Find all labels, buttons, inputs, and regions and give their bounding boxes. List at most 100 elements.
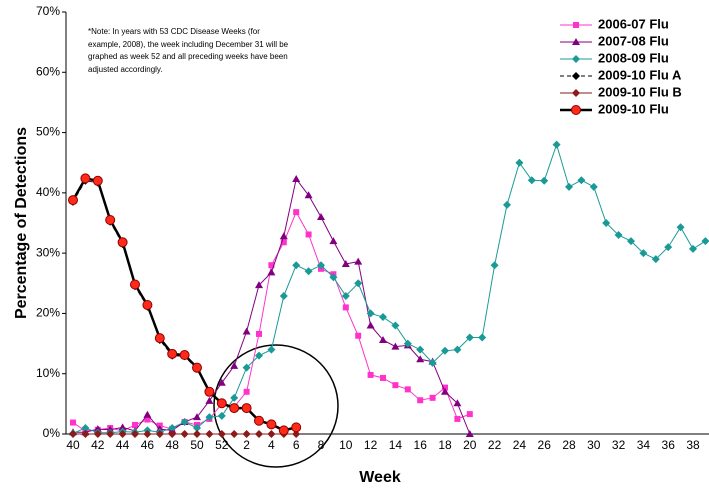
point	[131, 430, 139, 438]
point	[552, 140, 561, 149]
series-line	[72, 142, 706, 434]
point	[242, 363, 251, 372]
point	[454, 415, 461, 422]
x-tick-label: 6	[293, 438, 300, 452]
x-tick-label: 36	[662, 438, 676, 452]
point	[366, 321, 375, 329]
point	[179, 350, 190, 361]
point	[143, 430, 152, 438]
x-tick-label: 48	[166, 438, 180, 452]
x-tick-label: 46	[141, 438, 155, 452]
point	[205, 413, 214, 422]
point	[293, 209, 300, 216]
legend-label: 2009-10 Flu	[598, 101, 669, 116]
point	[577, 176, 586, 185]
point	[329, 273, 338, 282]
point	[380, 374, 386, 381]
point	[132, 421, 138, 428]
x-tick-label: 44	[116, 438, 130, 452]
point	[118, 430, 127, 438]
point	[193, 413, 201, 421]
point	[602, 219, 611, 227]
y-tick-label: 50%	[36, 125, 60, 139]
point	[689, 244, 697, 253]
point	[144, 416, 151, 423]
point	[565, 182, 573, 191]
x-tick-label: 32	[612, 438, 626, 452]
y-tick-label: 70%	[36, 4, 60, 18]
point	[429, 394, 436, 401]
point	[379, 313, 387, 322]
highlight-circle	[213, 344, 339, 468]
point	[255, 351, 263, 360]
point	[168, 430, 177, 438]
legend-marker	[572, 89, 580, 97]
point	[465, 333, 474, 342]
point	[81, 430, 90, 438]
point	[304, 267, 313, 276]
point	[417, 397, 424, 404]
point	[154, 333, 165, 344]
y-tick-label: 10%	[36, 366, 60, 380]
point	[256, 330, 262, 337]
point	[354, 257, 363, 265]
point	[515, 158, 524, 167]
point	[442, 384, 448, 391]
point	[367, 371, 374, 378]
legend-marker	[573, 22, 579, 28]
point	[341, 259, 350, 267]
point	[280, 239, 287, 246]
point	[279, 291, 288, 300]
point	[465, 430, 474, 437]
legend-marker	[572, 55, 580, 63]
point	[243, 388, 250, 395]
point	[291, 422, 302, 433]
legend-label: 2008-09 Flu	[598, 50, 669, 65]
point	[267, 430, 276, 438]
y-tick-label: 0%	[43, 426, 61, 440]
point	[391, 321, 400, 330]
series-line	[73, 177, 471, 435]
point	[676, 223, 685, 232]
point	[230, 430, 239, 438]
point	[216, 398, 227, 409]
point	[341, 291, 350, 300]
point	[391, 342, 400, 350]
point	[167, 348, 178, 359]
x-tick-label: 24	[513, 438, 527, 452]
point	[403, 339, 412, 348]
point	[68, 195, 78, 206]
x-tick-label: 22	[488, 438, 502, 452]
point	[217, 430, 226, 438]
point	[466, 411, 473, 418]
point	[242, 327, 251, 335]
x-tick-label: 8	[318, 438, 325, 452]
point	[117, 237, 128, 248]
point	[355, 332, 362, 339]
point	[93, 430, 102, 438]
x-tick-label: 4	[268, 438, 275, 452]
legend-label: 2007-08 Flu	[598, 33, 669, 48]
point	[155, 430, 164, 438]
point	[217, 378, 226, 386]
point	[428, 358, 437, 367]
point	[278, 425, 289, 436]
x-tick-label: 26	[538, 438, 552, 452]
x-tick-label: 2	[243, 438, 250, 452]
x-tick-label: 34	[637, 438, 651, 452]
point	[503, 200, 511, 209]
x-tick-label: 10	[339, 438, 353, 452]
point	[143, 410, 152, 418]
point	[540, 176, 549, 185]
point	[701, 237, 709, 246]
point	[217, 411, 226, 420]
point	[267, 345, 276, 354]
point	[267, 268, 276, 276]
point	[441, 346, 449, 355]
point	[404, 386, 411, 393]
x-tick-label: 28	[562, 438, 576, 452]
point	[453, 345, 462, 354]
point	[379, 335, 387, 343]
